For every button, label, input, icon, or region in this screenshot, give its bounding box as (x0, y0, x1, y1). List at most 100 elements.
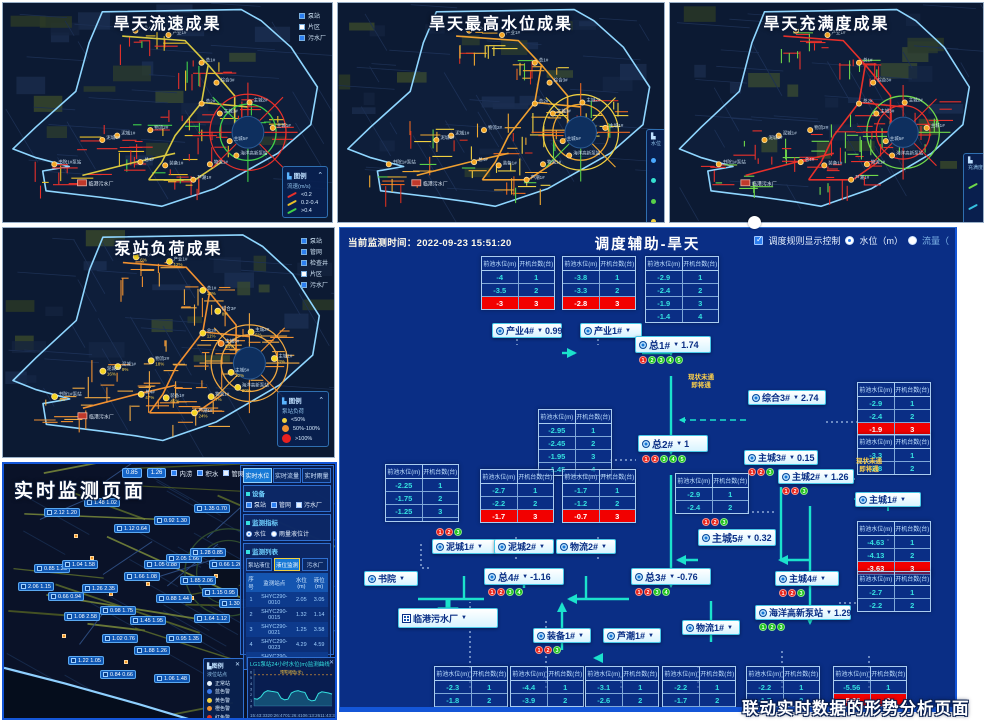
level-map-canvas[interactable]: 临港污水厂 产业4# 产业1# 总1# 综合3# 总2# 主城3# 主城2# 主城1# 主城5# 海… (338, 3, 664, 222)
station-value-pill[interactable]: 1.05 0.88 (144, 560, 180, 569)
layer-mini-legend[interactable]: 泵站管网检查井片区污水厂 (300, 236, 328, 289)
level-radio[interactable] (845, 236, 855, 245)
toolbar-pill[interactable]: 1.26 (146, 468, 167, 478)
pump-node-装备1#[interactable]: 装备1# ▼ (533, 628, 591, 643)
table-row[interactable]: 3 SHYC290-0021 1.25 3.58 (246, 622, 328, 637)
flow-radio[interactable] (907, 236, 917, 245)
station-value-pill[interactable]: 1.15 0.95 (202, 588, 238, 597)
station-value-pill[interactable]: 0.92 1.30 (154, 516, 190, 525)
metric-radio-雨量液位计[interactable]: 雨量液位计 (271, 529, 309, 538)
fullness-map-canvas[interactable]: 临港污水厂 产业4# 产业1# 总1# 综合3# 总2# 主城3# 主城2# 主城1# 主城5# 海… (670, 3, 983, 222)
collapse-icon[interactable]: ⌃ (318, 397, 324, 404)
device-checkbox-泵站[interactable]: 泵站 (246, 500, 266, 509)
pump-node-主城5#[interactable]: 主城5# ▼ 0.32 (698, 529, 776, 546)
rule-display-checkbox[interactable] (754, 235, 764, 245)
pump-node-物流1#[interactable]: 物流1# ▼ (682, 620, 740, 635)
station-value-pill[interactable]: 2.05 1.66 (166, 554, 202, 563)
station-value-pill[interactable]: 1.64 1.12 (194, 614, 230, 623)
layer-toggle[interactable]: 泵站 (300, 236, 328, 245)
station-value-pill[interactable]: 0.88 1.44 (156, 594, 192, 603)
layer-checkbox-积水[interactable]: 积水 (197, 468, 218, 478)
panel-toggle-knob[interactable] (748, 216, 761, 229)
station-value-pill[interactable]: 0.85 1.26 (34, 564, 70, 573)
pump-node-综合3#[interactable]: 综合3# ▼ 2.74 (748, 390, 826, 405)
alert-marker[interactable] (74, 534, 78, 538)
station-value-pill[interactable]: 1.06 1.48 (154, 674, 190, 683)
layer-toggle[interactable]: 片区 (298, 22, 326, 31)
alert-marker[interactable] (90, 556, 94, 560)
layer-toggle[interactable]: 片区 (300, 269, 328, 278)
pump-node-主城3#[interactable]: 主城3# ▼ 0.15 (744, 450, 818, 465)
table-row[interactable]: 2 SHYC290-0015 1.32 1.14 (246, 607, 328, 622)
pump-node-海洋高新泵站[interactable]: 海洋高新泵站 ▼ 1.29 (755, 605, 852, 620)
tab-实时流量[interactable]: 实时流量 (272, 468, 302, 483)
station-value-pill[interactable]: 1.04 1.58 (62, 560, 98, 569)
pump-node-总1#[interactable]: 总1# ▼ 1.74 (635, 336, 711, 353)
pump-node-产业4#[interactable]: 产业4# ▼ 0.99 (492, 323, 563, 338)
station-value-pill[interactable]: 1.48 1.02 (84, 498, 120, 507)
layer-toggle[interactable]: 检查井 (300, 258, 328, 267)
pump-node-产业1#[interactable]: 产业1# ▼ (580, 323, 642, 338)
list-filter-button-泵站液位[interactable]: 泵站液位 (246, 558, 272, 571)
layer-toggle[interactable]: 污水厂 (298, 33, 326, 42)
station-value-pill[interactable]: 1.45 1.95 (130, 616, 166, 625)
layer-toggle[interactable]: 污水厂 (300, 280, 328, 289)
pump-node-泥城1#[interactable]: 泥城1# ▼ (432, 539, 496, 554)
flow-map-canvas[interactable]: 临港污水厂 产业4# 产业1# 总1# 综合3# 总2# 主城3# 主城2# 主城1# 主城5# 海… (3, 3, 332, 222)
close-icon[interactable]: ✕ (328, 660, 334, 666)
toolbar-pill[interactable]: 0.85 (122, 468, 142, 478)
pump-node-主城4#[interactable]: 主城4# ▼ (775, 571, 839, 586)
station-value-pill[interactable]: 1.12 0.64 (114, 524, 150, 533)
station-value-pill[interactable]: 1.26 2.35 (82, 584, 118, 593)
station-value-pill[interactable]: 1.88 1.26 (134, 646, 170, 655)
pump-node-总4#[interactable]: 总4# ▼ -1.16 (484, 568, 564, 585)
pump-node-主城2#[interactable]: 主城2# ▼ 1.26 (778, 469, 854, 484)
svg-text:芦潮1#: 芦潮1# (531, 174, 546, 181)
station-value-pill[interactable]: 1.28 0.85 (190, 548, 226, 557)
alert-marker[interactable] (124, 660, 128, 664)
pump-node-物流2#[interactable]: 物流2# ▼ (556, 539, 616, 554)
table-row[interactable]: 1 SHYC290-0010 2.05 3.05 (246, 592, 328, 607)
station-value-pill[interactable]: 0.95 1.35 (166, 634, 202, 643)
layer-checkbox-内涝[interactable]: 内涝 (171, 468, 192, 478)
pump-node-芦潮1#[interactable]: 芦潮1# ▼ (603, 628, 661, 643)
plant-node-临港污水厂[interactable]: 临港污水厂 ▼ (398, 608, 498, 628)
station-value-pill[interactable]: 1.85 2.06 (180, 576, 216, 585)
svg-text:产业1#: 产业1# (174, 256, 189, 263)
station-value-pill[interactable]: 1.22 1.05 (68, 656, 104, 665)
pump-node-泥城2#[interactable]: 泥城2# ▼ (494, 539, 554, 554)
pump-node-主城1#[interactable]: 主城1# ▼ (855, 492, 921, 507)
station-value-pill[interactable]: 2.12 1.20 (44, 508, 80, 517)
station-value-pill[interactable]: 0.84 0.66 (100, 670, 136, 679)
station-value-pill[interactable]: 2.06 1.15 (18, 582, 54, 591)
station-value-pill[interactable]: 0.98 1.75 (100, 606, 136, 615)
close-icon[interactable]: ✕ (234, 662, 240, 668)
tab-实时水位[interactable]: 实时水位 (243, 468, 272, 483)
station-value-pill[interactable]: 1.66 1.08 (124, 572, 160, 581)
tab-实时雨量[interactable]: 实时雨量 (302, 468, 332, 483)
pump-node-书院[interactable]: 书院 ▼ (364, 571, 418, 586)
pump-node-总3#[interactable]: 总3# ▼ -0.76 (631, 568, 711, 585)
layer-toggle[interactable]: 管网 (300, 247, 328, 256)
list-filter-button-污水厂[interactable]: 污水厂 (302, 558, 328, 571)
table-row[interactable]: 4 SHYC290-0023 4.29 4.59 (246, 637, 328, 652)
device-checkbox-管网[interactable]: 管网 (271, 500, 291, 509)
collapse-icon[interactable]: ⌃ (317, 172, 323, 179)
pump-node-总2#[interactable]: 总2# ▼ 1 (638, 435, 708, 452)
layer-checkbox-管网[interactable]: 管网 (223, 468, 244, 478)
monitor-table[interactable]: 序号 监测站点 水位(m) 液位(m) 1 SHYC290-0010 2.05 3.05 2 S… (246, 573, 328, 669)
alert-marker[interactable] (146, 582, 150, 586)
device-checkbox-污水厂[interactable]: 污水厂 (296, 500, 322, 509)
station-value-pill[interactable]: 1.08 2.58 (64, 612, 100, 621)
list-filter-button-液位监测[interactable]: 液位监测 (274, 558, 300, 571)
station-value-pill[interactable]: 0.66 1.26 (209, 560, 245, 569)
rule-table: 前池水位(m) 开机台数(台) -2.9 1 -2.4 2 -1.9 3 -1.4 4 (645, 256, 719, 323)
metric-radio-水位[interactable]: 水位 (246, 529, 266, 538)
layer-toggle[interactable]: 泵站 (298, 11, 326, 20)
alert-marker[interactable] (62, 634, 66, 638)
station-value-pill[interactable]: 1.02 0.76 (102, 634, 138, 643)
station-value-pill[interactable]: 0.66 0.94 (48, 592, 84, 601)
layer-mini-legend[interactable]: 泵站 片区 污水厂 (298, 11, 326, 42)
station-value-pill[interactable]: 1.35 0.70 (194, 504, 230, 513)
load-map-canvas[interactable]: 临港污水厂 产业4# 6% 产业1# 12% 总1# 10% 综合3# 8% 总2# 11% 主城3#… (3, 228, 334, 457)
